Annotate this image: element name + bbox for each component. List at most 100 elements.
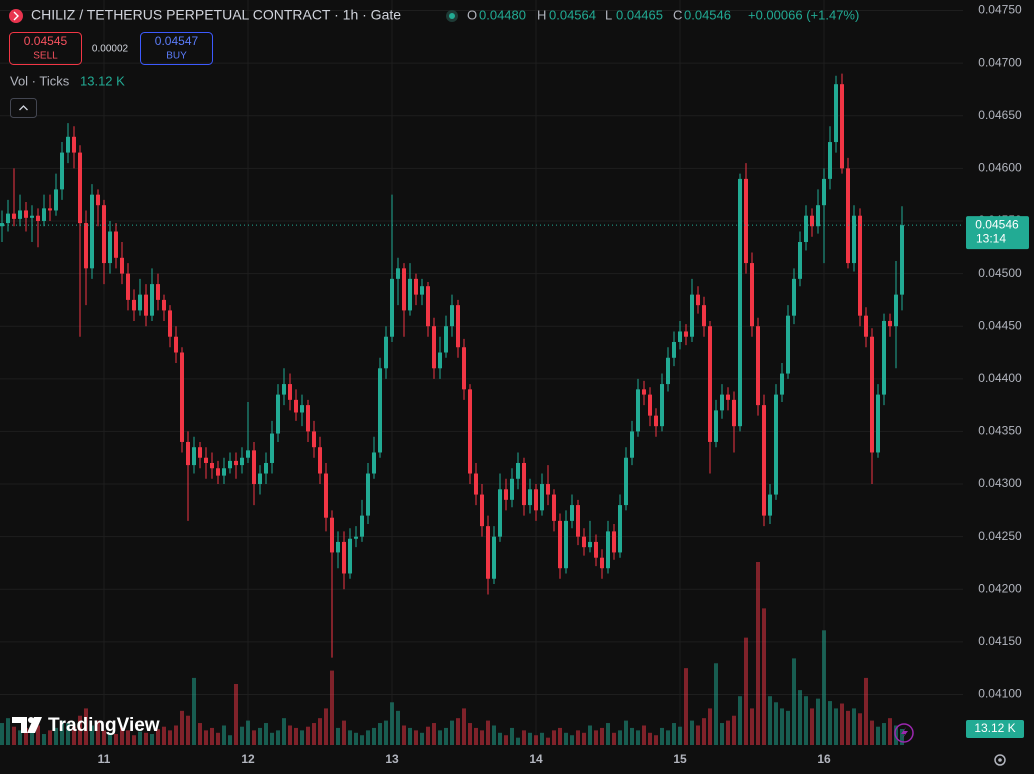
collapse-button[interactable] [10,98,37,118]
countdown: 13:14 [976,231,1006,245]
candle-body [852,215,856,264]
candle-body [108,231,112,264]
candle-body [876,394,880,453]
candle-body [582,536,586,548]
candle-body [252,450,256,485]
candle-body [870,336,874,453]
candle-body [810,215,814,227]
volume-bar [264,723,268,745]
volume-bar [390,702,394,745]
candle-body [630,431,634,458]
volume-bar [54,727,58,745]
volume-bar [528,732,532,745]
symbol-logo[interactable] [9,9,23,23]
volume-bar [456,718,460,745]
sell-button[interactable] [9,32,82,65]
candle-body [612,531,616,553]
candle-body [786,315,790,374]
candle-body [390,278,394,337]
candle-body [336,541,340,553]
candle-body [696,294,700,306]
volume-bar [534,735,538,745]
candle-body [426,286,430,327]
alert-icon[interactable] [894,723,914,743]
candle-body [156,284,160,300]
candle-body [444,326,448,353]
volume-bar [162,726,166,745]
volume-bar [564,732,568,745]
volume-bar [114,734,118,745]
volume-bar [18,730,22,745]
x-tick-label: 16 [817,752,831,766]
candle-body [750,263,754,327]
candle-body [216,468,220,476]
candle-body [48,208,52,211]
candle-body [348,538,352,574]
candle-body [132,299,136,311]
volume-bar [366,730,370,745]
candle-body [228,460,232,469]
y-tick-label: 0.04350 [978,424,1022,438]
candle-body [900,225,904,295]
candle-body [318,447,322,474]
volume-bar [492,725,496,745]
volume-bar [144,732,148,745]
volume-bar [606,723,610,745]
volume-bar [504,735,508,745]
candle-body [672,341,676,358]
volume-bar [90,725,94,745]
legend-label: O [467,7,477,22]
volume-bar [312,723,316,745]
volume-bar [558,727,562,745]
volume-bar [198,723,202,745]
volume-bar [270,732,274,745]
candle-body [258,473,262,485]
volume-bar [468,723,472,745]
buy-button[interactable] [140,32,213,65]
volume-bar [24,727,28,745]
y-tick-label: 0.04150 [978,634,1022,648]
candle-body [456,305,460,348]
volume-bar [306,726,310,745]
volume-bar [66,723,70,745]
legend-value: 0.04480 [479,7,526,22]
volume-bar [330,670,334,745]
legend-label: L [605,7,612,22]
candle-body [558,520,562,569]
candle-body [126,273,130,300]
settings-icon[interactable] [994,754,1006,766]
candle-body [354,536,358,539]
volume-bar [780,708,784,745]
volume-bar [0,723,4,745]
candle-body [264,462,268,474]
candle-body [42,208,46,221]
volume-bar [660,727,664,745]
legend-value: 0.04564 [549,7,596,22]
candle-body [330,517,334,553]
volume-bar [12,726,16,745]
volume-bar [126,730,130,745]
candle-body [204,457,208,463]
legend-value: 0.04546 [684,7,731,22]
candle-body [594,541,598,558]
candle-body [576,505,580,537]
candle-body [138,294,142,311]
candle-body [462,347,466,390]
candle-body [198,447,202,458]
y-tick-label: 0.04700 [978,55,1022,69]
symbol-title[interactable]: CHILIZ / TETHERUS PERPETUAL CONTRACT · 1… [31,7,401,23]
volume-bar [882,723,886,745]
candle-body [288,384,292,400]
candle-body [222,468,226,476]
candle-body [570,505,574,521]
volume-bar [876,726,880,745]
candle-body [408,278,412,311]
y-tick-label: 0.04250 [978,529,1022,543]
volume-bar [174,725,178,745]
volume-bar [576,730,580,745]
symbol-logo-glyph [13,11,19,21]
volume-bar [36,725,40,745]
candle-body [762,405,766,516]
volume-bar [102,730,106,745]
volume-bar [240,726,244,745]
